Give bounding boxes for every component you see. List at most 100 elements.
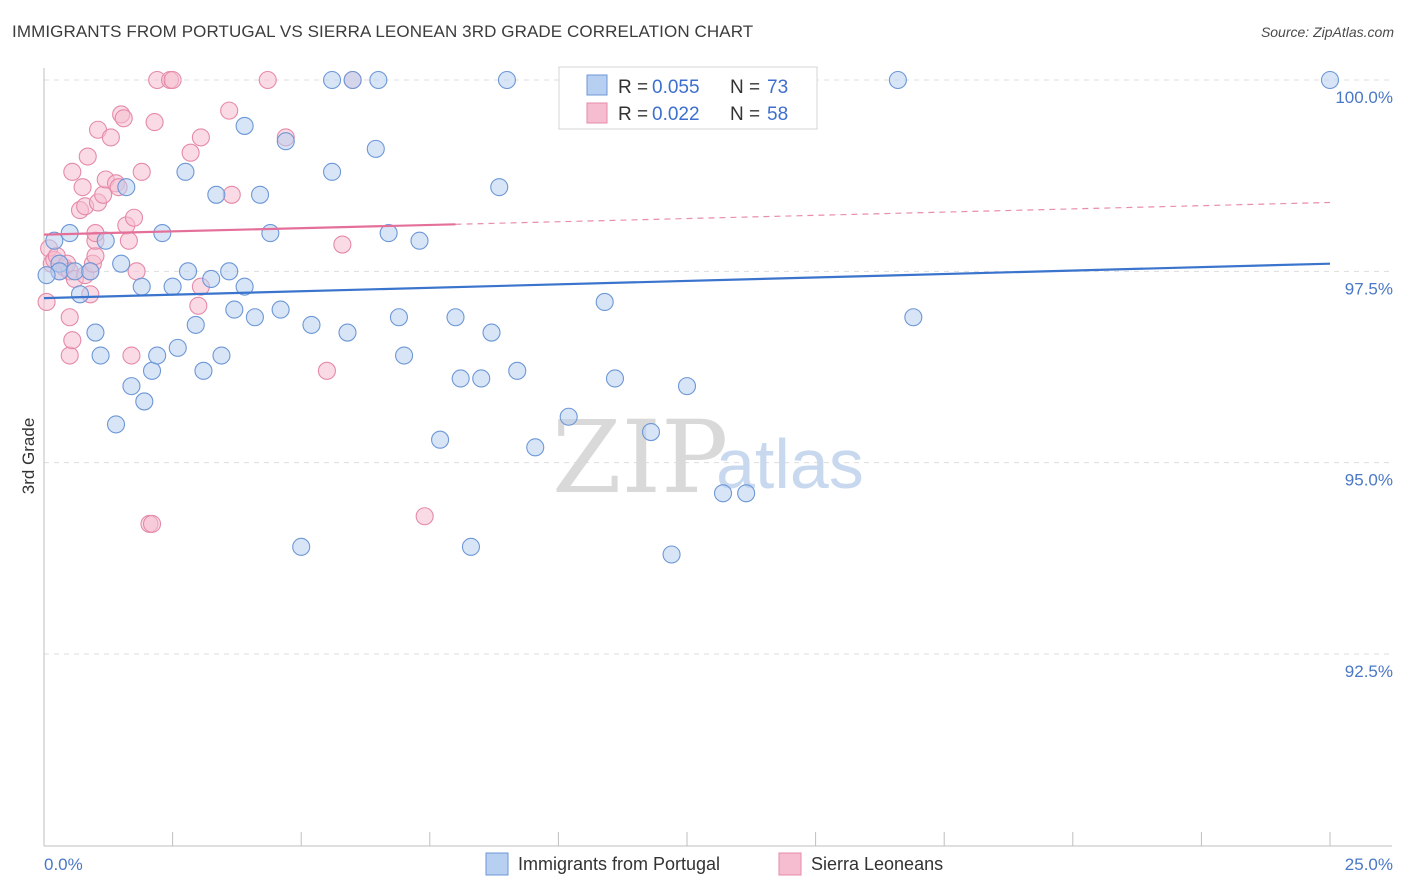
point-sierra-leone-46 (181, 143, 200, 162)
legend-label-portugal: Immigrants from Portugal (518, 854, 720, 874)
point-portugal-63 (662, 545, 681, 564)
point-sierra-leone-55 (333, 235, 352, 254)
point-portugal-22 (178, 262, 198, 281)
stats-r-label-sierra-leone: R = (618, 104, 648, 125)
chart-title: IMMIGRANTS FROM PORTUGAL VS SIERRA LEONE… (12, 22, 754, 41)
trend-line-sierra-leone (43, 223, 456, 236)
chart-source: Source: ZipAtlas.com (1260, 24, 1394, 40)
point-portugal-70 (904, 308, 923, 327)
x-tick-label-0: 0.0% (44, 855, 83, 874)
point-portugal-55 (490, 178, 509, 197)
stats-swatch-portugal (586, 74, 608, 96)
point-portugal-50 (446, 308, 465, 327)
point-portugal-34 (261, 224, 280, 243)
point-sierra-leone-37 (124, 208, 144, 227)
point-portugal-64 (677, 377, 697, 396)
point-sierra-leone-33 (114, 109, 133, 128)
watermark-zip: ZIP (552, 399, 728, 516)
point-portugal-41 (343, 70, 362, 90)
point-portugal-17 (148, 346, 167, 365)
stats-swatch-sierra-leone (586, 102, 608, 124)
point-portugal-53 (472, 369, 491, 388)
point-portugal-60 (595, 292, 614, 311)
trend-line-dashed-sierra-leone (455, 201, 1331, 225)
point-portugal-20 (168, 338, 187, 357)
point-sierra-leone-47 (189, 296, 208, 315)
point-portugal-25 (202, 269, 221, 289)
grid-layer (44, 79, 1392, 655)
point-portugal-46 (389, 308, 408, 327)
stats-r-value-portugal: 0.055 (652, 77, 700, 98)
point-portugal-39 (323, 162, 342, 181)
point-portugal-49 (431, 430, 450, 449)
point-portugal-45 (379, 224, 398, 243)
watermark: ZIP atlas (552, 399, 864, 516)
point-portugal-57 (508, 361, 527, 380)
point-portugal-33 (245, 308, 264, 327)
point-sierra-leone-18 (78, 147, 97, 166)
point-sierra-leone-11 (63, 331, 82, 350)
y-tick-label-2: 97.5% (1345, 279, 1393, 298)
point-portugal-42 (338, 323, 357, 342)
point-sierra-leone-42 (145, 113, 164, 132)
point-portugal-14 (132, 277, 151, 296)
point-sierra-leone-51 (222, 185, 241, 204)
y-tick-label-3: 100.0% (1335, 88, 1393, 107)
legend: Immigrants from Portugal Sierra Leoneans (485, 852, 943, 876)
point-sierra-leone-0 (37, 292, 56, 311)
point-portugal-40 (323, 70, 342, 90)
point-sierra-leone-36 (122, 346, 141, 365)
point-portugal-61 (605, 369, 625, 388)
point-sierra-leone-22 (86, 246, 105, 266)
point-sierra-leone-49 (191, 128, 210, 147)
legend-label-sierra-leone: Sierra Leoneans (811, 854, 943, 874)
point-portugal-26 (207, 185, 226, 204)
point-sierra-leone-35 (119, 231, 138, 250)
point-portugal-32 (250, 185, 270, 204)
point-sierra-leone-39 (132, 162, 151, 181)
point-portugal-15 (135, 392, 154, 411)
point-portugal-28 (220, 262, 239, 281)
point-portugal-43 (369, 70, 388, 90)
point-sierra-leone-45 (163, 70, 182, 90)
point-portugal-16 (142, 361, 162, 380)
x-tick-labels: 0.0% 25.0% (44, 855, 1393, 874)
point-sierra-leone-29 (101, 128, 120, 147)
point-sierra-leone-54 (317, 361, 336, 380)
point-portugal-65 (713, 484, 733, 503)
point-portugal-59 (559, 407, 578, 426)
point-portugal-12 (106, 415, 126, 434)
y-tick-label-1: 95.0% (1345, 471, 1393, 490)
point-portugal-72 (37, 266, 56, 285)
legend-swatch-sierra-leone (778, 852, 802, 876)
point-portugal-58 (526, 438, 545, 457)
point-portugal-5 (70, 285, 90, 304)
point-portugal-7 (86, 323, 105, 342)
point-portugal-31 (235, 116, 254, 135)
point-sierra-leone-9 (60, 308, 79, 327)
point-portugal-44 (366, 139, 385, 158)
y-tick-label-0: 92.5% (1345, 662, 1393, 681)
point-portugal-18 (153, 224, 172, 243)
y-tick-labels: 92.5% 95.0% 97.5% 100.0% (1335, 88, 1393, 681)
point-portugal-30 (235, 277, 254, 296)
point-portugal-71 (1320, 70, 1340, 90)
trend-line-portugal (43, 262, 1331, 300)
point-portugal-0 (45, 231, 64, 250)
point-portugal-23 (186, 315, 205, 334)
stats-n-value-sierra-leone: 58 (767, 104, 788, 125)
point-sierra-leone-15 (73, 178, 92, 197)
point-portugal-8 (91, 346, 110, 365)
point-portugal-51 (451, 369, 470, 388)
point-portugal-24 (194, 361, 213, 380)
point-sierra-leone-52 (258, 70, 277, 90)
point-portugal-27 (212, 346, 231, 365)
point-sierra-leone-50 (220, 101, 239, 120)
point-portugal-66 (737, 484, 756, 503)
point-portugal-56 (497, 70, 517, 90)
point-portugal-62 (641, 423, 661, 442)
stats-n-value-portugal: 73 (767, 77, 788, 98)
point-sierra-leone-12 (63, 162, 82, 181)
point-portugal-10 (112, 254, 131, 273)
